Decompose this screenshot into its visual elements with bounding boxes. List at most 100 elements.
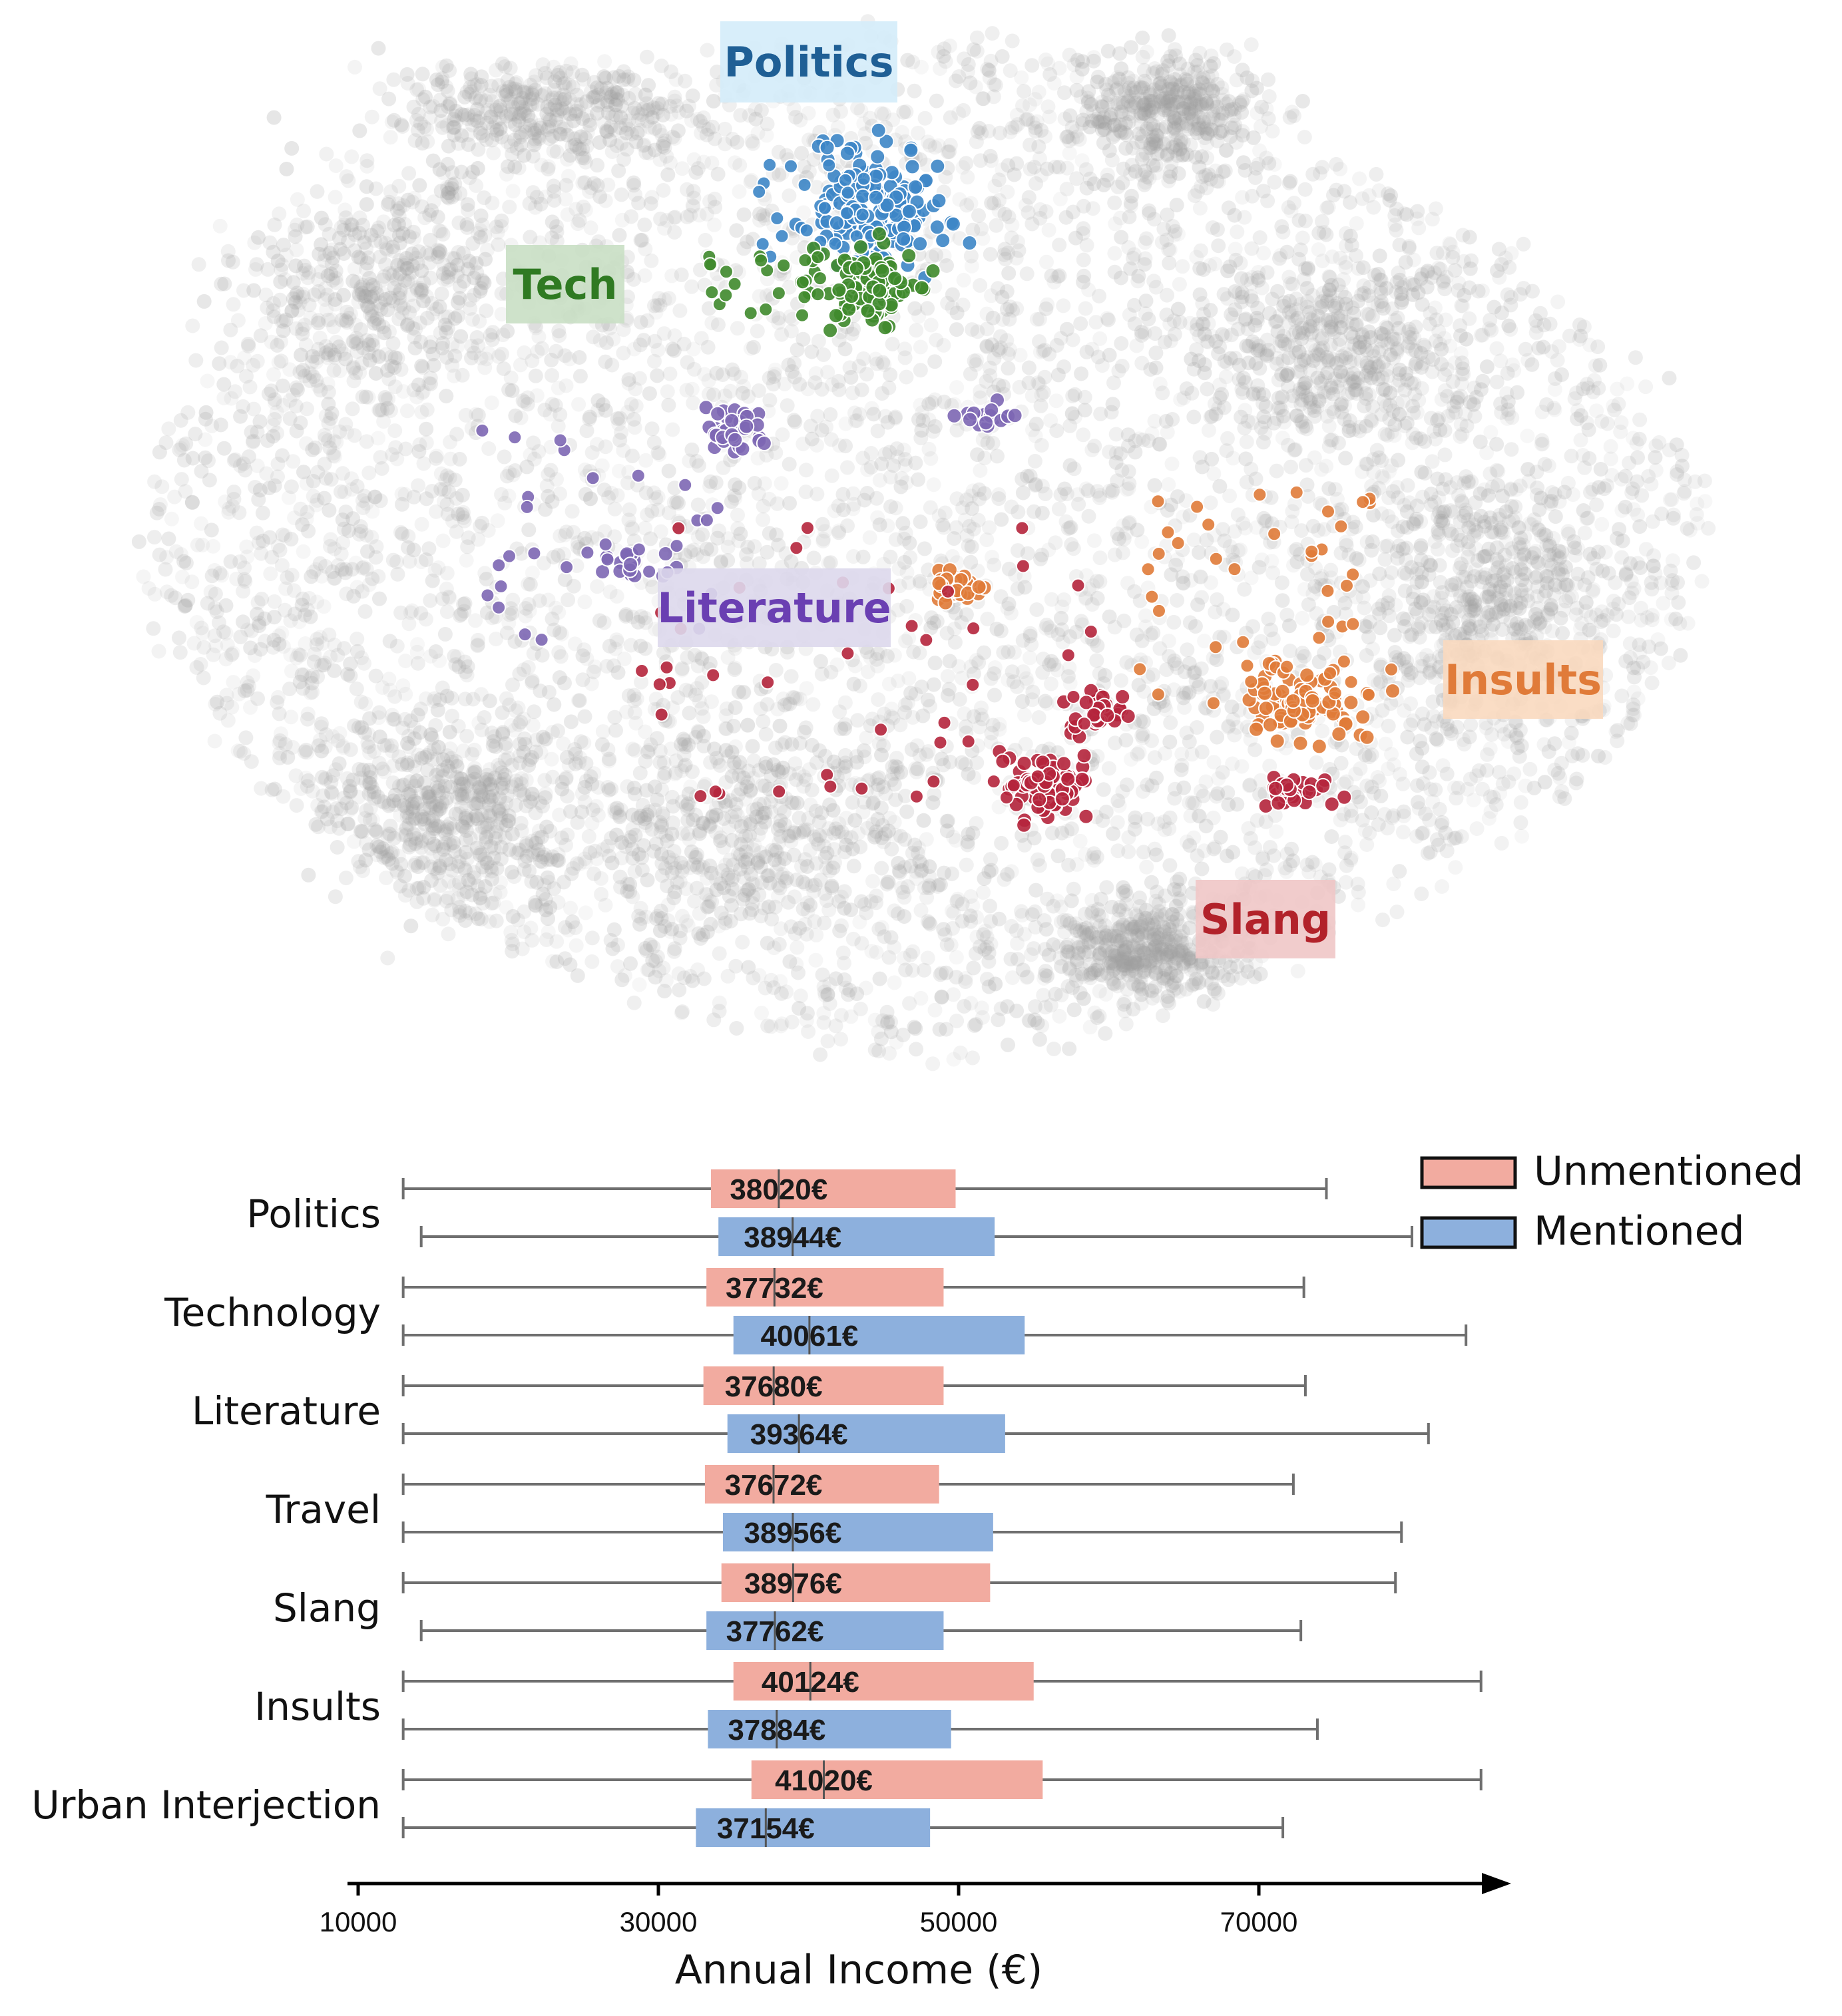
background-point [628, 399, 644, 413]
background-point [1449, 830, 1464, 845]
background-point [746, 339, 762, 355]
background-point [696, 709, 711, 724]
background-point [784, 554, 799, 569]
background-point [754, 1006, 769, 1021]
background-point [955, 501, 971, 515]
background-point [363, 770, 377, 785]
background-point [1226, 845, 1241, 860]
background-point [642, 743, 657, 758]
background-point [239, 539, 254, 554]
background-point [564, 714, 578, 729]
background-point [1186, 830, 1202, 845]
background-point [854, 382, 869, 397]
background-point [1437, 367, 1453, 382]
background-point [1469, 613, 1484, 628]
background-point [1249, 160, 1264, 176]
background-point [917, 962, 932, 978]
background-point [1146, 667, 1160, 682]
background-point [1297, 130, 1312, 144]
background-point [1023, 650, 1037, 666]
background-point [698, 232, 713, 248]
background-point [689, 454, 704, 469]
background-point [838, 439, 853, 454]
background-point [1059, 182, 1074, 197]
background-point [1244, 570, 1259, 586]
background-point [1415, 826, 1430, 841]
background-point [718, 721, 733, 736]
background-point [282, 490, 296, 505]
background-point [773, 851, 788, 866]
background-point [184, 495, 200, 510]
background-point [1317, 522, 1331, 537]
background-point [842, 360, 857, 375]
background-point [398, 654, 413, 668]
background-point [626, 995, 642, 1010]
background-point [1248, 840, 1263, 855]
background-point [901, 630, 917, 646]
background-point [1038, 52, 1053, 67]
background-point [1455, 495, 1470, 510]
background-point [987, 557, 1002, 572]
background-point [568, 746, 583, 761]
background-point [923, 500, 938, 515]
background-point [602, 584, 618, 600]
background-point [1064, 821, 1079, 837]
background-point [351, 854, 366, 869]
background-point [1577, 460, 1592, 475]
background-point [208, 638, 224, 654]
background-point [310, 493, 325, 508]
background-point [1440, 389, 1455, 404]
background-point [1422, 812, 1437, 827]
background-point [501, 616, 517, 631]
background-point [1028, 429, 1043, 443]
background-point [1316, 225, 1331, 240]
background-point [639, 96, 654, 111]
background-point [1479, 715, 1494, 731]
background-point [516, 662, 531, 678]
background-point [638, 453, 654, 468]
background-point [975, 91, 991, 106]
background-point [1689, 507, 1704, 522]
background-point [736, 770, 751, 785]
background-point [798, 916, 813, 932]
background-point [445, 513, 460, 528]
background-point [1220, 849, 1235, 863]
background-point [1606, 624, 1621, 639]
background-point [318, 772, 333, 787]
background-point [495, 725, 511, 740]
background-point [1044, 825, 1060, 841]
background-point [1100, 312, 1116, 327]
background-point [1389, 905, 1405, 920]
background-point [1423, 845, 1438, 860]
background-point [1416, 776, 1431, 791]
background-point [543, 407, 558, 422]
background-point [1000, 184, 1015, 200]
background-point [323, 532, 338, 547]
background-point [961, 64, 975, 79]
background-point [1123, 261, 1138, 276]
background-point [1644, 676, 1660, 691]
background-point [752, 212, 768, 228]
background-point [1246, 619, 1261, 634]
background-point [332, 725, 347, 741]
background-point [326, 363, 342, 378]
background-point [1130, 747, 1145, 762]
background-point [835, 945, 851, 960]
background-point [517, 737, 533, 752]
background-point [1435, 879, 1449, 894]
background-point [1228, 302, 1243, 317]
background-point [1343, 228, 1358, 244]
background-point [1206, 755, 1222, 770]
background-point [551, 419, 566, 434]
background-point [423, 649, 438, 664]
background-point [1600, 608, 1615, 623]
background-point [769, 527, 784, 542]
background-point [1274, 575, 1289, 590]
background-point [546, 550, 561, 565]
background-point [1114, 463, 1130, 478]
background-point [1058, 210, 1074, 225]
background-point [1267, 157, 1282, 172]
background-point [1131, 678, 1146, 693]
background-point [1015, 694, 1030, 709]
background-point [263, 566, 278, 582]
